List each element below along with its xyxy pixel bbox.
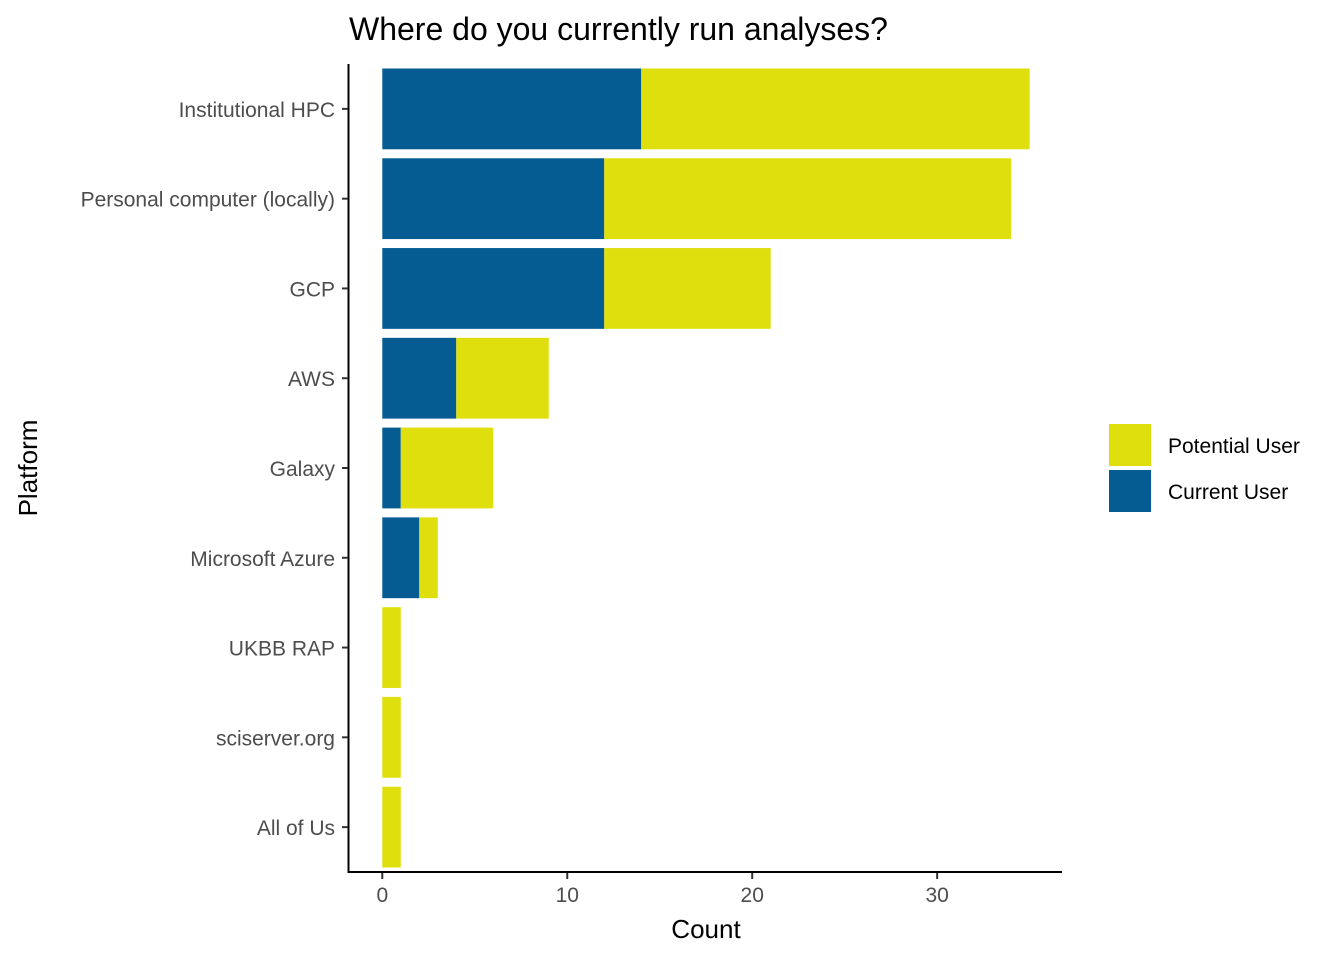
- y-axis-ticks: Institutional HPC Personal computer (loca…: [81, 99, 348, 840]
- y-tick-label: sciserver.org: [216, 727, 335, 750]
- x-tick-label: 30: [925, 884, 948, 907]
- y-tick-label: Microsoft Azure: [190, 548, 335, 571]
- y-tick-label: AWS: [288, 368, 335, 391]
- legend-label: Current User: [1168, 481, 1288, 504]
- bar-potential-user: [604, 158, 1012, 240]
- y-tick-label: Galaxy: [270, 458, 336, 481]
- y-axis-title: Platform: [13, 420, 43, 517]
- x-axis-title: Count: [671, 914, 741, 944]
- bar-potential-user: [382, 786, 401, 868]
- bar-potential-user: [641, 68, 1030, 150]
- bar-potential-user: [456, 337, 549, 419]
- x-tick-label: 0: [376, 884, 388, 907]
- legend-key-current-user: [1109, 470, 1151, 512]
- legend-key-potential-user: [1109, 424, 1151, 466]
- x-axis-ticks: 0 10 20 30: [376, 873, 949, 907]
- bar-current-user: [382, 158, 605, 240]
- chart-title: Where do you currently run analyses?: [349, 11, 888, 47]
- bar-current-user: [382, 248, 605, 329]
- bar-potential-user: [419, 517, 438, 599]
- bar-potential-user: [382, 607, 401, 688]
- bars-group: [382, 68, 1030, 868]
- y-tick-label: UKBB RAP: [229, 638, 335, 661]
- bar-potential-user: [400, 427, 494, 509]
- bar-current-user: [382, 427, 401, 509]
- legend-label: Potential User: [1168, 435, 1300, 458]
- legend: Potential User Current User: [1109, 424, 1300, 512]
- bar-current-user: [382, 517, 420, 599]
- y-tick-label: GCP: [289, 278, 335, 301]
- bar-potential-user: [604, 248, 771, 329]
- bar-current-user: [382, 337, 457, 419]
- bar-potential-user: [382, 696, 401, 778]
- x-tick-label: 10: [556, 884, 579, 907]
- y-tick-label: All of Us: [257, 817, 335, 840]
- bar-current-user: [382, 68, 642, 150]
- y-tick-label: Institutional HPC: [179, 99, 335, 122]
- x-tick-label: 20: [741, 884, 764, 907]
- y-tick-label: Personal computer (locally): [81, 189, 335, 212]
